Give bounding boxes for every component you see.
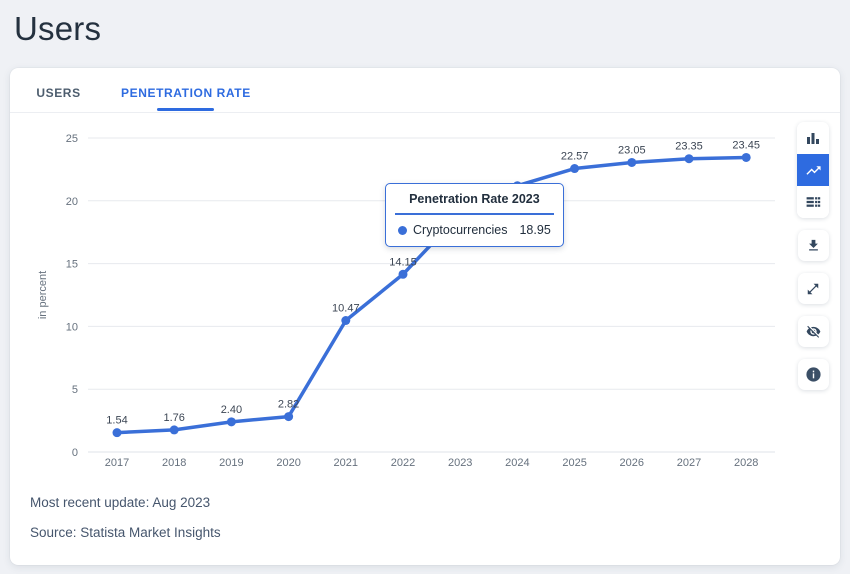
line-chart-button[interactable]: [797, 154, 829, 186]
svg-text:2019: 2019: [219, 457, 243, 469]
svg-text:15: 15: [66, 259, 78, 271]
svg-text:23.05: 23.05: [618, 144, 646, 156]
info-button[interactable]: [797, 359, 829, 390]
svg-text:2028: 2028: [734, 457, 758, 469]
svg-text:2021: 2021: [334, 457, 358, 469]
svg-text:2020: 2020: [276, 457, 300, 469]
svg-text:22.57: 22.57: [561, 151, 589, 163]
tab-users-label: USERS: [36, 86, 81, 100]
tooltip-series-row: Cryptocurrencies 18.95: [386, 215, 563, 246]
tab-penetration-rate[interactable]: PENETRATION RATE: [121, 68, 251, 111]
svg-text:20: 20: [66, 196, 78, 208]
svg-text:2026: 2026: [620, 457, 644, 469]
chart-tooltip: Penetration Rate 2023 Cryptocurrencies 1…: [385, 183, 564, 247]
table-button[interactable]: [797, 186, 829, 218]
svg-text:1.54: 1.54: [106, 415, 127, 427]
svg-text:2017: 2017: [105, 457, 129, 469]
svg-text:in percent: in percent: [37, 271, 49, 319]
expand-button[interactable]: [797, 273, 829, 304]
svg-text:2027: 2027: [677, 457, 701, 469]
svg-text:2.40: 2.40: [221, 404, 242, 416]
svg-text:25: 25: [66, 133, 78, 145]
svg-text:23.45: 23.45: [732, 139, 760, 151]
line-chart-icon: [805, 165, 821, 175]
download-icon: [808, 239, 818, 251]
svg-text:2023: 2023: [448, 457, 472, 469]
bar-chart-button[interactable]: [797, 122, 829, 154]
source-text: Source: Statista Market Insights: [30, 525, 221, 540]
svg-text:10: 10: [66, 321, 78, 333]
svg-text:14.15: 14.15: [389, 256, 417, 268]
tooltip-title: Penetration Rate 2023: [409, 192, 540, 206]
download-button[interactable]: [797, 230, 829, 261]
tab-penetration-rate-label: PENETRATION RATE: [121, 86, 251, 100]
chart-type-group: [797, 122, 829, 218]
line-chart[interactable]: 0 5 10 15 20 25 2017 2018 2019 2020 2021 2022 2023 20…: [10, 113, 840, 483]
svg-text:2022: 2022: [391, 457, 415, 469]
svg-text:10.47: 10.47: [332, 302, 360, 314]
svg-text:2018: 2018: [162, 457, 186, 469]
tab-active-underline: [157, 108, 215, 111]
tab-underline: [30, 108, 87, 111]
most-recent-update: Most recent update: Aug 2023: [30, 495, 211, 510]
table-icon: [806, 197, 821, 207]
page-title: Users: [14, 10, 102, 47]
tab-users[interactable]: USERS: [30, 68, 87, 111]
hide-button[interactable]: [797, 316, 829, 347]
tooltip-series-value: 18.95: [519, 223, 551, 237]
info-icon: [805, 367, 821, 382]
tab-bar: USERS PENETRATION RATE: [10, 68, 840, 113]
series-dot-icon: [398, 225, 407, 235]
tooltip-series-name: Cryptocurrencies: [413, 223, 508, 237]
chart-toolbar: [797, 122, 829, 402]
svg-text:1.76: 1.76: [163, 412, 184, 424]
svg-text:2025: 2025: [562, 457, 586, 469]
hide-icon: [806, 325, 820, 338]
chart-card: USERS PENETRATION RATE 0 5 10 15 20 25 2017 201…: [10, 68, 840, 565]
svg-text:23.35: 23.35: [675, 141, 703, 153]
svg-text:2024: 2024: [505, 457, 529, 469]
tooltip-divider: [395, 213, 554, 215]
svg-text:2.82: 2.82: [278, 399, 299, 411]
bar-chart-icon: [807, 133, 819, 144]
svg-text:0: 0: [72, 447, 78, 459]
expand-icon: [807, 283, 819, 294]
svg-text:5: 5: [72, 384, 78, 396]
